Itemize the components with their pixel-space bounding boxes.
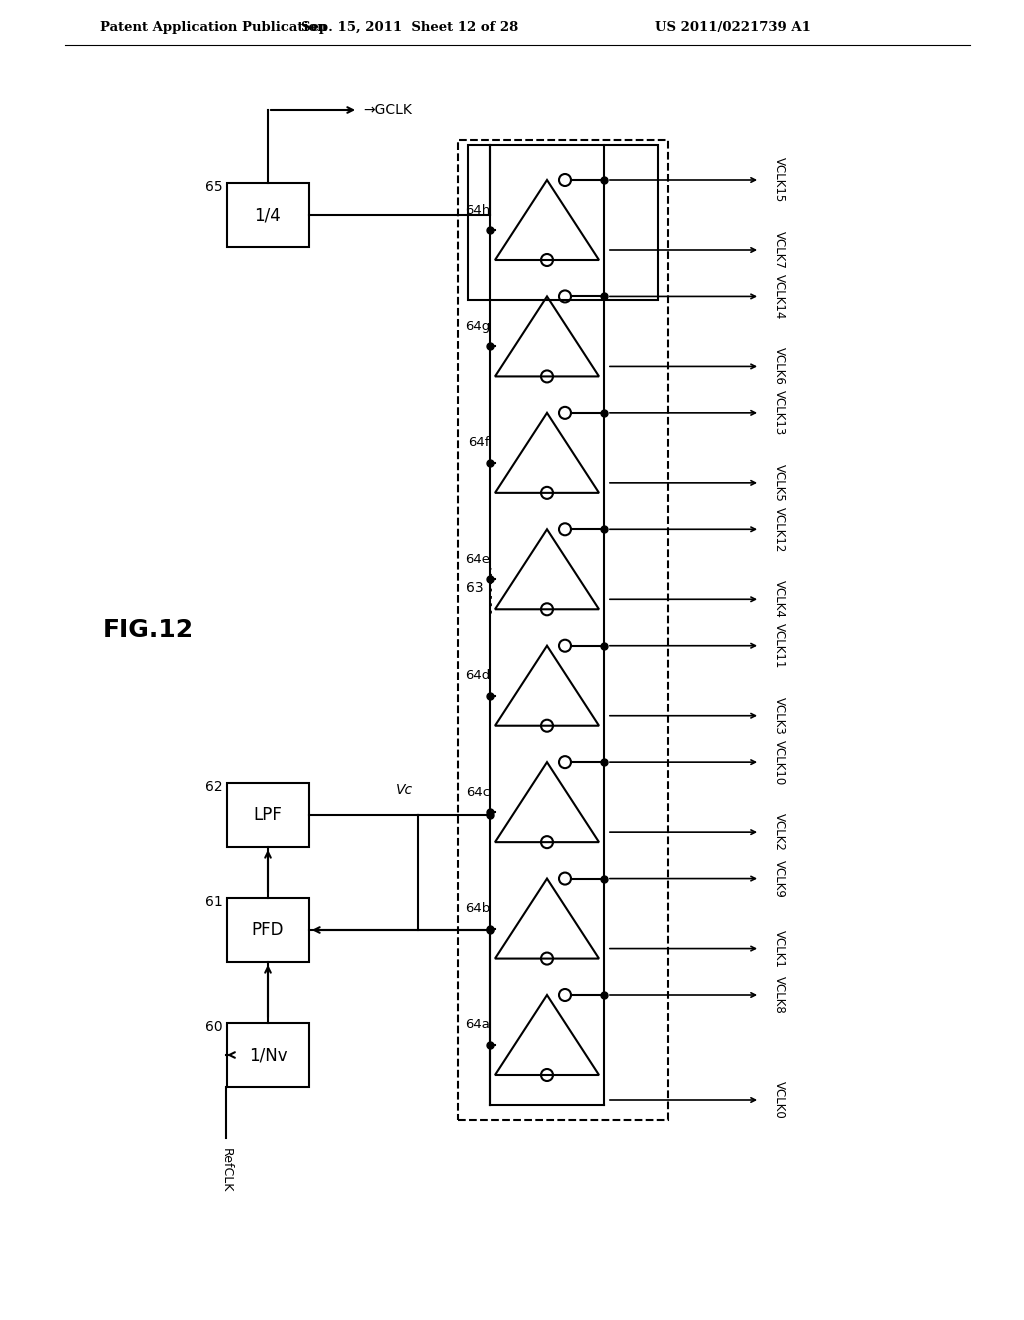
Text: VCLK4: VCLK4 <box>773 581 786 618</box>
Text: 65: 65 <box>206 180 223 194</box>
Text: PFD: PFD <box>252 921 285 939</box>
Text: VCLK11: VCLK11 <box>773 623 786 668</box>
Text: 62: 62 <box>206 780 223 795</box>
Text: 1/Nv: 1/Nv <box>249 1045 288 1064</box>
Text: Sep. 15, 2011  Sheet 12 of 28: Sep. 15, 2011 Sheet 12 of 28 <box>301 21 518 33</box>
Text: 64b: 64b <box>465 902 490 915</box>
Text: VCLK14: VCLK14 <box>773 273 786 319</box>
Text: VCLK3: VCLK3 <box>773 697 786 735</box>
Text: VCLK13: VCLK13 <box>773 391 786 436</box>
Bar <box>227 183 309 247</box>
Text: FIG.12: FIG.12 <box>102 618 194 642</box>
Text: 64c: 64c <box>466 785 490 799</box>
Text: VCLK0: VCLK0 <box>773 1081 786 1119</box>
Text: US 2011/0221739 A1: US 2011/0221739 A1 <box>655 21 811 33</box>
Text: Vc: Vc <box>396 783 413 797</box>
Text: Patent Application Publication: Patent Application Publication <box>100 21 327 33</box>
Text: VCLK8: VCLK8 <box>773 975 786 1014</box>
Text: LPF: LPF <box>254 807 283 824</box>
Text: 61: 61 <box>205 895 223 909</box>
Text: 64d: 64d <box>465 669 490 682</box>
Bar <box>227 1023 309 1086</box>
Bar <box>458 140 668 1119</box>
Text: 60: 60 <box>206 1020 223 1034</box>
Text: VCLK7: VCLK7 <box>773 231 786 269</box>
Text: 64e: 64e <box>465 553 490 566</box>
Text: VCLK15: VCLK15 <box>773 157 786 203</box>
Bar <box>227 783 309 847</box>
Text: 1/4: 1/4 <box>255 206 282 224</box>
Text: 64g: 64g <box>465 319 490 333</box>
Text: 64a: 64a <box>465 1019 490 1031</box>
Text: VCLK1: VCLK1 <box>773 929 786 968</box>
Text: VCLK10: VCLK10 <box>773 739 786 785</box>
Text: 64f: 64f <box>469 437 490 449</box>
Text: VCLK6: VCLK6 <box>773 347 786 385</box>
Bar <box>468 145 658 300</box>
Text: VCLK5: VCLK5 <box>773 465 786 502</box>
Text: VCLK12: VCLK12 <box>773 507 786 552</box>
Text: 64h: 64h <box>465 203 490 216</box>
Text: 63: 63 <box>466 581 483 594</box>
Bar <box>227 898 309 962</box>
Text: VCLK2: VCLK2 <box>773 813 786 851</box>
Text: RefCLK: RefCLK <box>219 1148 232 1192</box>
Text: →GCLK: →GCLK <box>362 103 412 117</box>
Text: VCLK9: VCLK9 <box>773 859 786 898</box>
